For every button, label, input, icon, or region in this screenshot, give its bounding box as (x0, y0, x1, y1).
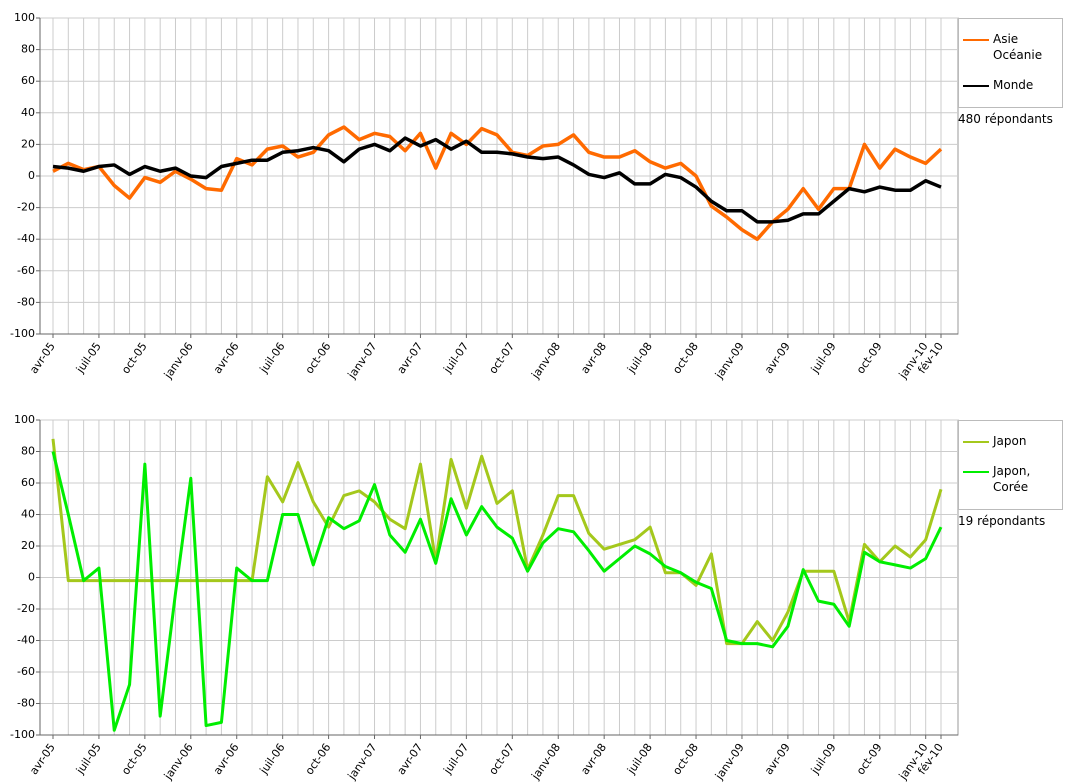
y-tick-label: -80 (17, 295, 35, 308)
x-tick-label: avr-08 (578, 340, 609, 376)
legend-label: Asie Océanie (993, 32, 1043, 62)
x-tick-label: oct-06 (303, 741, 334, 777)
legend-entry: Japon, Corée (959, 463, 1053, 495)
x-tick-label: janv-06 (161, 741, 196, 783)
y-tick-label: -60 (17, 665, 35, 678)
series-line (51, 451, 943, 732)
legend-label: Japon (993, 434, 1027, 448)
legend-label: Monde (993, 78, 1034, 92)
y-tick-label: 0 (28, 571, 35, 584)
x-tick-label: avr-08 (578, 741, 609, 777)
y-tick-label: -20 (17, 602, 35, 615)
y-tick-label: 80 (21, 43, 35, 56)
x-tick-label: avr-09 (762, 340, 793, 376)
x-tick-label: juil-08 (624, 741, 655, 777)
x-tick-label: oct-09 (854, 340, 885, 376)
x-tick-label: juil-07 (441, 340, 472, 376)
legend: Japon Japon, Corée (958, 420, 1063, 510)
x-tick-label: janv-06 (161, 340, 196, 382)
x-tick-label: avr-07 (395, 340, 426, 376)
x-tick-label: juil-05 (73, 340, 104, 376)
legend-swatch (963, 441, 989, 443)
x-tick-label: oct-05 (119, 741, 150, 777)
y-tick-label: -100 (10, 327, 35, 340)
x-tick-label: juil-05 (73, 741, 104, 777)
y-tick-label: 40 (21, 508, 35, 521)
y-tick-label: 20 (21, 137, 35, 150)
legend-swatch (963, 471, 989, 473)
x-tick-label: avr-09 (762, 741, 793, 777)
x-tick-label: janv-08 (528, 741, 563, 783)
y-tick-label: -80 (17, 697, 35, 710)
x-tick-label: janv-07 (345, 340, 380, 382)
series-line (51, 438, 943, 646)
x-tick-label: oct-07 (486, 340, 517, 376)
y-tick-label: 80 (21, 445, 35, 458)
x-tick-label: oct-06 (303, 340, 334, 376)
x-tick-label: juil-09 (808, 340, 839, 376)
x-tick-label: janv-08 (528, 340, 563, 382)
x-tick-label: avr-07 (395, 741, 426, 777)
y-tick-label: 60 (21, 74, 35, 87)
x-tick-label: avr-05 (27, 340, 58, 376)
legend-swatch (963, 39, 989, 41)
legend-entry: Monde (959, 77, 1053, 93)
x-tick-label: juil-09 (808, 741, 839, 777)
x-tick-label: avr-06 (211, 340, 242, 376)
legend-entry: Japon (959, 433, 1053, 449)
annotation: 480 répondants (958, 112, 1053, 126)
y-tick-label: 0 (28, 169, 35, 182)
legend-swatch (963, 85, 989, 87)
x-tick-label: janv-09 (712, 741, 747, 783)
x-tick-label: oct-08 (670, 741, 701, 777)
y-tick-label: -20 (17, 201, 35, 214)
x-tick-label: avr-06 (211, 741, 242, 777)
x-tick-label: juil-07 (441, 741, 472, 777)
series-line (52, 125, 943, 241)
y-tick-label: 40 (21, 106, 35, 119)
y-tick-label: -60 (17, 264, 35, 277)
x-tick-label: oct-07 (486, 741, 517, 777)
x-tick-label: oct-05 (119, 340, 150, 376)
x-tick-label: juil-08 (624, 340, 655, 376)
annotation: 19 répondants (958, 514, 1046, 528)
series-line (52, 136, 942, 224)
y-tick-label: -40 (17, 232, 35, 245)
y-tick-label: 100 (14, 413, 35, 426)
x-tick-label: avr-05 (27, 741, 58, 777)
x-tick-label: oct-09 (854, 741, 885, 777)
y-tick-label: 100 (14, 11, 35, 24)
y-tick-label: -40 (17, 634, 35, 647)
legend: Asie Océanie Monde (958, 18, 1063, 108)
legend-label: Japon, Corée (993, 464, 1031, 494)
y-tick-label: 60 (21, 476, 35, 489)
x-tick-label: juil-06 (257, 741, 288, 777)
x-tick-label: janv-09 (712, 340, 747, 382)
x-tick-label: oct-08 (670, 340, 701, 376)
x-tick-label: juil-06 (257, 340, 288, 376)
y-tick-label: 20 (21, 539, 35, 552)
legend-entry: Asie Océanie (959, 31, 1053, 63)
y-tick-label: -100 (10, 728, 35, 741)
x-tick-label: janv-07 (345, 741, 380, 783)
